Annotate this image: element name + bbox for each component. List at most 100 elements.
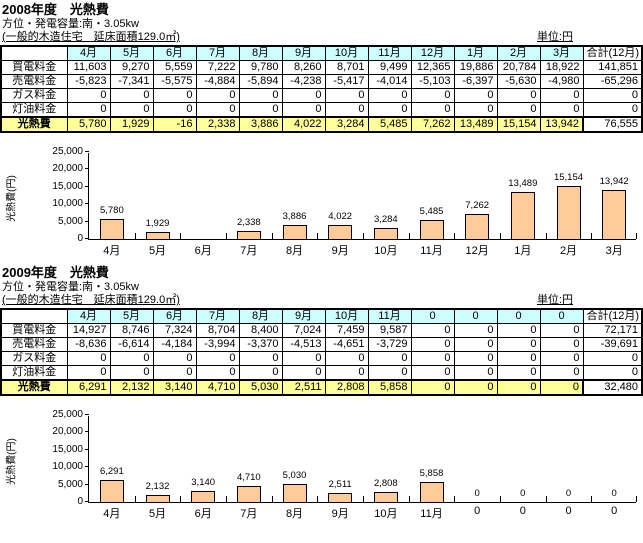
value-cell: 0	[281, 102, 326, 118]
bar	[373, 492, 398, 502]
value-cell: 0	[66, 88, 111, 103]
month-header: 6月	[152, 308, 197, 324]
x-tick-label: 6月	[194, 508, 212, 520]
value-cell: 0	[367, 102, 412, 118]
value-cell: -8,636	[66, 337, 111, 352]
value-cell: 0	[152, 351, 197, 366]
x-tick-label: 10月	[374, 245, 398, 257]
bar-value-label: 13,942	[599, 176, 629, 187]
row-label: 光熱費	[0, 116, 68, 133]
month-header: 2月	[496, 45, 541, 61]
bar-value-label: 3,284	[373, 214, 398, 225]
value-cell: 0	[238, 102, 283, 118]
bar-value-label: 15,154	[553, 172, 584, 183]
value-cell: 0	[367, 351, 412, 366]
value-cell: 0	[238, 351, 283, 366]
x-axis-tick	[180, 496, 182, 502]
x-tick-label: 9月	[331, 245, 349, 257]
bar-value-label: 5,858	[419, 468, 444, 479]
value-cell: -5,103	[410, 74, 455, 89]
x-tick-label: 11月	[420, 245, 443, 257]
month-header: 11月	[367, 308, 412, 324]
value-cell: 2,511	[281, 379, 326, 396]
building-unit-row-2009: (一般的木造住宅 延床面積129.0㎡) 単位:円	[0, 294, 643, 307]
value-cell: -5,630	[496, 74, 541, 89]
month-header: 9月	[281, 308, 326, 324]
bar-value-label: 3,140	[191, 477, 216, 488]
cost-table-2009: 4月 5月 6月 7月 8月 9月 10月 11月 0 0 0 0 合計(12月) 買電料金 14,927 8…	[0, 308, 643, 396]
total-header: 合計(12月)	[582, 308, 643, 324]
bar-value-label: 6,291	[99, 466, 124, 477]
bar-value-label: 7,262	[465, 200, 490, 211]
value-cell: 2,808	[324, 379, 369, 396]
value-cell: 0	[281, 365, 326, 381]
value-cell: 0	[238, 365, 283, 381]
x-tick-label: 11月	[420, 508, 443, 520]
month-header: 12月	[410, 45, 455, 61]
value-cell: 0	[66, 351, 111, 366]
value-cell: 0	[410, 323, 455, 338]
x-tick-label: 5月	[148, 245, 167, 257]
month-header: 4月	[66, 45, 111, 61]
capacity-line-2009: 方位・発電容量:南・3.05kw	[2, 281, 139, 293]
y-tick-label: 15,000	[52, 180, 83, 192]
y-axis-label: 光熱費(円)	[6, 175, 18, 222]
value-cell: -5,417	[324, 74, 369, 89]
value-cell: -4,651	[324, 337, 369, 352]
value-cell: 13,489	[453, 116, 498, 133]
unit-label-2008: 単位:円	[536, 31, 573, 43]
y-axis-tick	[85, 203, 89, 205]
value-cell: 4,710	[195, 379, 240, 396]
value-cell: 15,154	[496, 116, 541, 133]
bar	[236, 486, 261, 502]
plot-area-2008: 0 5,000 10,000 15,000 20,000 25,000 5,780 4月 1,9…	[52, 146, 637, 257]
value-cell: 0	[453, 379, 498, 396]
month-header: 6月	[152, 45, 197, 61]
bar-value-label: 0	[520, 488, 526, 499]
total-cell: 76,555	[582, 116, 643, 133]
x-axis-tick	[134, 233, 136, 239]
value-cell: 0	[410, 351, 455, 366]
corner-cell	[0, 45, 68, 61]
row-label: 売電料金	[0, 337, 68, 352]
x-tick-label: 8月	[285, 508, 304, 520]
section-2008: 2008年度 光熱費 方位・発電容量:南・3.05kw (一般的木造住宅 延床面…	[0, 2, 643, 257]
value-cell: 0	[496, 323, 541, 338]
y-tick-label: 5,000	[57, 478, 83, 490]
row-label: 買電料金	[0, 323, 68, 338]
value-cell: 5,030	[238, 379, 283, 396]
value-cell: 8,746	[109, 323, 154, 338]
value-cell: -5,823	[66, 74, 111, 89]
month-header: 0	[539, 308, 584, 324]
x-axis-tick	[545, 233, 547, 239]
y-axis-tick	[85, 466, 89, 468]
y-axis-tick	[85, 448, 89, 450]
value-cell: 0	[109, 365, 154, 381]
value-cell: 0	[109, 88, 154, 103]
bar	[510, 192, 535, 239]
month-header: 4月	[66, 308, 111, 324]
value-cell: 2,132	[109, 379, 154, 396]
x-tick-label: 4月	[103, 508, 121, 520]
value-cell: -4,513	[281, 337, 326, 352]
value-cell: 2,338	[195, 116, 240, 133]
value-cell: 0	[152, 102, 197, 118]
value-cell: 0	[195, 351, 240, 366]
month-header: 8月	[238, 308, 283, 324]
total-cell: 72,171	[582, 323, 643, 338]
total-cell: -65,296	[582, 74, 643, 89]
x-tick-label: 0	[519, 505, 526, 517]
building-unit-row-2008: (一般的木造住宅 延床面積129.0㎡) 単位:円	[0, 31, 643, 44]
value-cell: -5,894	[238, 74, 283, 89]
table-row: 買電料金 14,927 8,746 7,324 8,704 8,400 7,024 7,459…	[0, 323, 643, 338]
row-label: 光熱費	[0, 379, 68, 396]
bar	[602, 190, 627, 239]
total-cell: 32,480	[582, 379, 643, 396]
value-cell: 0	[367, 88, 412, 103]
value-cell: 0	[496, 365, 541, 381]
y-tick-label: 20,000	[52, 426, 83, 438]
total-cell: 141,851	[582, 60, 643, 75]
y-axis-tick	[85, 185, 89, 187]
month-header: 5月	[109, 308, 154, 324]
y-tick-label: 0	[77, 496, 83, 507]
